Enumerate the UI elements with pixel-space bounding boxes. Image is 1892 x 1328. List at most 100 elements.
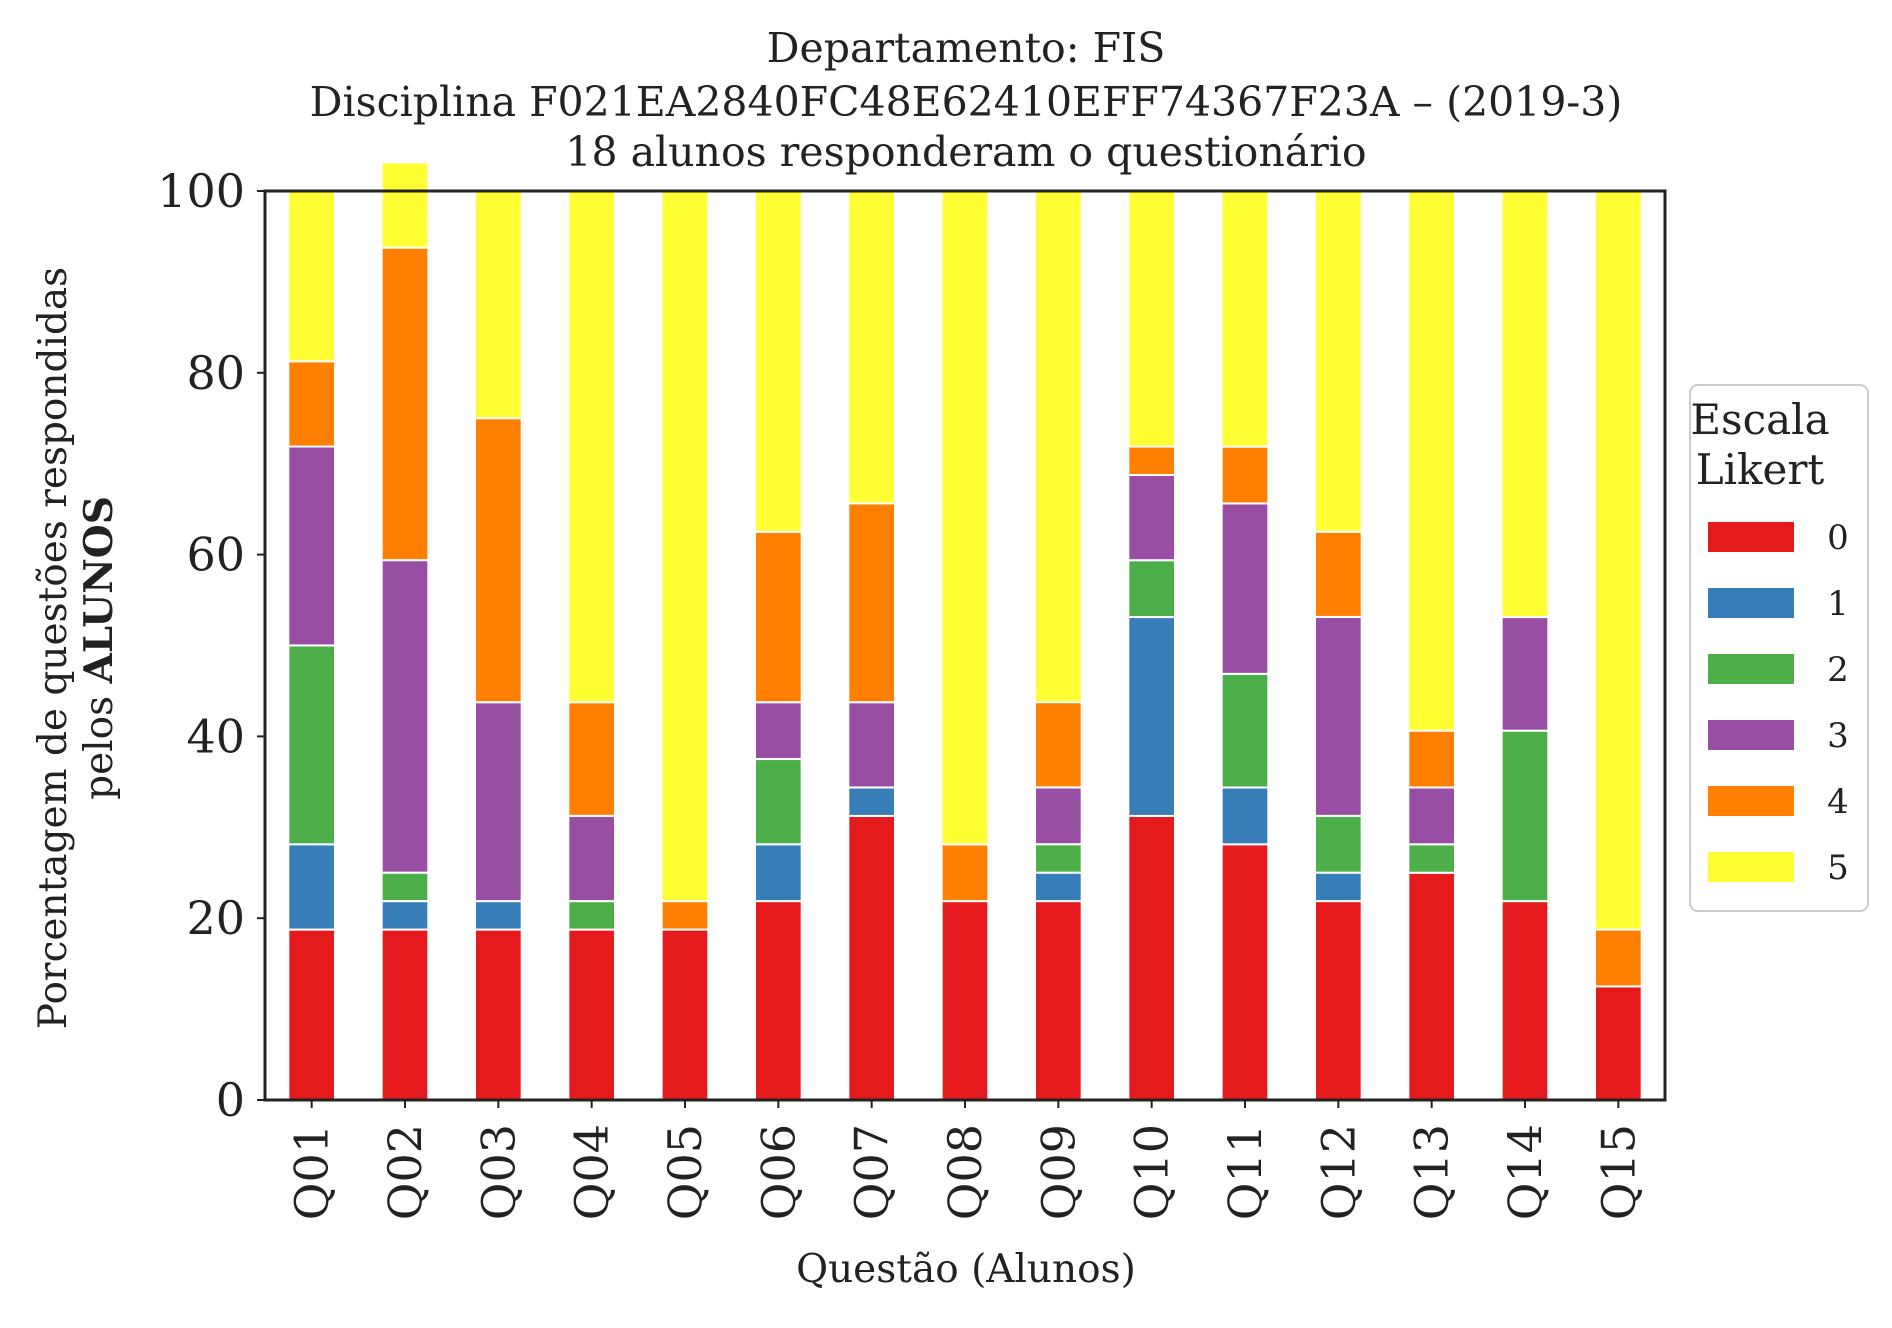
- bar-q04-level-3: [567, 814, 617, 903]
- bar-q10-level-0: [1127, 814, 1176, 1101]
- bar-q13-level-3: [1407, 786, 1456, 846]
- bar-q15-level-4: [1594, 928, 1643, 988]
- bar-q11-level-4: [1220, 445, 1270, 505]
- bar-q03-level-4: [474, 417, 523, 704]
- bar-q08-level-4: [940, 843, 990, 903]
- y-tick-label-20: 20: [186, 891, 245, 945]
- y-tick-label-80: 80: [186, 346, 245, 400]
- bar-q06-level-0: [754, 900, 803, 1101]
- bar-q14-level-0: [1500, 900, 1550, 1101]
- bar-q14-level-5: [1500, 189, 1550, 619]
- bar-q07-level-0: [847, 814, 897, 1101]
- bar-q01-level-0: [287, 928, 336, 1101]
- legend-title-line-2: Likert: [1696, 445, 1825, 494]
- bar-q02-level-0: [380, 928, 430, 1101]
- bar-q11-level-3: [1220, 502, 1270, 675]
- legend-label-4: 4: [1827, 782, 1849, 822]
- y-tick-label-0: 0: [216, 1073, 245, 1127]
- bar-q12-level-0: [1314, 900, 1363, 1101]
- bar-q01-level-1: [287, 843, 336, 931]
- bar-q06-level-5: [754, 189, 803, 533]
- bar-q14-level-2: [1500, 729, 1550, 903]
- x-tick-label-q12: Q12: [1311, 1124, 1365, 1220]
- legend-label-1: 1: [1827, 584, 1849, 624]
- x-tick-label-q07: Q07: [845, 1124, 899, 1220]
- bar-q03-level-5: [474, 189, 523, 420]
- bar-q03-level-3: [474, 701, 523, 903]
- bar-q11-level-2: [1220, 672, 1270, 789]
- title-line-3: 18 alunos responderam o questionário: [565, 128, 1366, 176]
- bar-q11-level-0: [1220, 843, 1270, 1101]
- x-tick-label-q11: Q11: [1218, 1124, 1272, 1220]
- bar-q09-level-4: [1034, 701, 1083, 789]
- bar-q11-level-1: [1220, 786, 1270, 846]
- bar-q13-level-0: [1407, 871, 1456, 1101]
- x-tick-label-q14: Q14: [1498, 1124, 1552, 1220]
- bar-q09-level-0: [1034, 900, 1083, 1101]
- bar-q01-level-4: [287, 360, 336, 448]
- legend-label-5: 5: [1827, 848, 1849, 888]
- x-tick-label-q15: Q15: [1591, 1124, 1645, 1220]
- bar-q04-level-2: [567, 900, 617, 931]
- bar-q06-level-2: [754, 758, 803, 846]
- x-tick-label-q08: Q08: [938, 1124, 992, 1220]
- x-tick-label-q05: Q05: [658, 1124, 712, 1220]
- bar-q06-level-3: [754, 701, 803, 761]
- title-line-2: Disciplina F021EA2840FC48E62410EFF74367F…: [310, 78, 1623, 126]
- x-axis-ticks: Q01 Q02 Q03 Q04 Q05 Q06 Q07 Q08 Q09 Q10 Q11 Q12 Q13 Q…: [285, 1100, 1645, 1220]
- bar-q08-level-0: [940, 900, 990, 1101]
- bars: [287, 161, 1643, 1102]
- x-axis-title: Questão (Alunos): [796, 1247, 1136, 1292]
- bar-q15-level-0: [1594, 985, 1643, 1102]
- legend-label-0: 0: [1827, 518, 1849, 558]
- legend-box: [1689, 384, 1869, 912]
- legend-swatch-4: [1708, 786, 1794, 816]
- y-axis-title-bold: ALUNOS: [76, 496, 122, 684]
- legend-swatch-3: [1708, 720, 1794, 750]
- y-axis-title-line-2: pelos ALUNOS: [76, 496, 122, 800]
- bar-q09-level-1: [1034, 871, 1083, 903]
- bar-q12-level-2: [1314, 814, 1363, 874]
- bar-q02-level-1: [380, 900, 430, 931]
- bar-q05-level-0: [660, 928, 710, 1101]
- bar-q14-level-3: [1500, 616, 1550, 732]
- legend-title-line-1: Escala: [1690, 395, 1829, 444]
- bar-q06-level-1: [754, 843, 803, 903]
- bar-q13-level-5: [1407, 189, 1456, 732]
- x-tick-label-q10: Q10: [1125, 1124, 1179, 1220]
- y-tick-label-60: 60: [186, 528, 245, 582]
- bar-q10-level-5: [1127, 189, 1176, 448]
- y-axis-title: Porcentagem de questões respondidas pelo…: [31, 267, 122, 1029]
- x-tick-label-q09: Q09: [1031, 1124, 1085, 1220]
- bar-q09-level-3: [1034, 786, 1083, 846]
- bar-q03-level-0: [474, 928, 523, 1101]
- x-tick-label-q13: Q13: [1405, 1124, 1459, 1220]
- bar-q04-level-0: [567, 928, 617, 1101]
- bar-q12-level-1: [1314, 871, 1363, 903]
- title-line-1: Departamento: FIS: [767, 24, 1166, 72]
- bar-q09-level-5: [1034, 189, 1083, 704]
- bar-q13-level-4: [1407, 729, 1456, 789]
- bar-q04-level-4: [567, 701, 617, 817]
- bar-q07-level-1: [847, 786, 897, 817]
- bar-q07-level-5: [847, 189, 897, 505]
- bar-q15-level-5: [1594, 190, 1643, 931]
- y-axis-title-prefix: pelos: [77, 683, 122, 799]
- bar-q06-level-4: [754, 530, 803, 704]
- x-tick-label-q01: Q01: [285, 1124, 339, 1220]
- bar-q13-level-2: [1407, 843, 1456, 874]
- legend-swatch-0: [1708, 522, 1794, 552]
- bar-q02-level-5: [380, 161, 430, 249]
- bar-q03-level-1: [474, 900, 523, 931]
- bar-q02-level-3: [380, 559, 430, 874]
- bar-q10-level-3: [1127, 473, 1176, 562]
- y-tick-label-100: 100: [157, 164, 245, 218]
- legend: Escala Likert 0 1 2 3 4 5: [1689, 384, 1869, 912]
- y-tick-label-40: 40: [186, 709, 245, 763]
- bar-q01-level-2: [287, 644, 336, 846]
- bar-q05-level-4: [660, 900, 710, 931]
- bar-q10-level-4: [1127, 445, 1176, 476]
- legend-swatch-2: [1708, 654, 1794, 684]
- bar-q07-level-3: [847, 701, 897, 789]
